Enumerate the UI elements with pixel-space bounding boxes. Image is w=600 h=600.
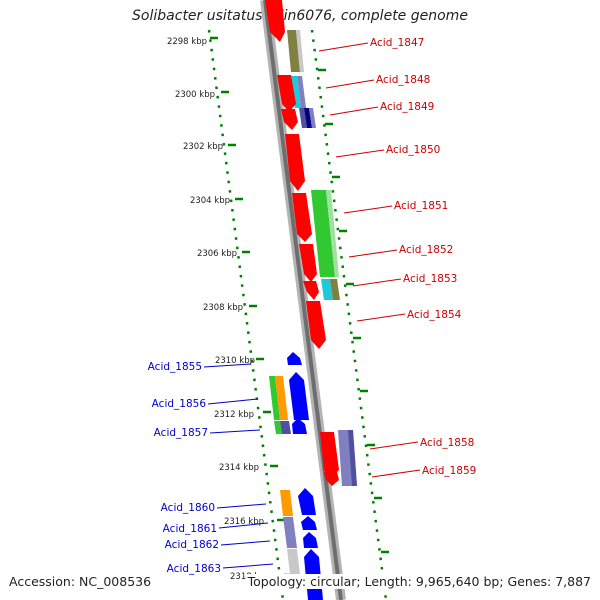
- gene-arrow-reverse[interactable]: [292, 418, 307, 434]
- gene-arrow-forward[interactable]: [306, 301, 326, 349]
- gene-label-forward[interactable]: Acid_1853: [403, 273, 457, 285]
- gene-arrow-forward[interactable]: [281, 109, 298, 130]
- cog-bars-forward: [287, 30, 357, 486]
- cog-bars-reverse: [269, 376, 300, 574]
- gene-arrow-forward[interactable]: [303, 281, 319, 300]
- gene-label-forward[interactable]: Acid_1859: [422, 465, 476, 477]
- gene-label-forward[interactable]: Acid_1848: [376, 74, 430, 86]
- genome-stats-label: Topology: circular; Length: 9,965,640 bp…: [245, 574, 591, 589]
- ruler-dots-right: [310, 29, 388, 600]
- gene-arrow-forward[interactable]: [285, 134, 305, 191]
- gene-arrow-forward[interactable]: [324, 472, 339, 486]
- reverse-gene-labels[interactable]: Acid_1855 Acid_1856 Acid_1857 Acid_1860 …: [148, 361, 221, 575]
- ruler-tick-label: 2298 kbp: [167, 37, 207, 47]
- gene-arrow-reverse[interactable]: [301, 516, 317, 530]
- ruler-tick-labels: 2298 kbp 2300 kbp 2302 kbp 2304 kbp 2306…: [167, 37, 264, 582]
- ruler-dots-left: [207, 29, 285, 600]
- gene-label-forward[interactable]: Acid_1847: [370, 37, 424, 49]
- ruler-tick-label: 2318 k: [230, 572, 259, 582]
- gene-arrow-forward[interactable]: [299, 244, 317, 282]
- forward-strand-genes[interactable]: [265, 0, 339, 486]
- gene-arrow-forward[interactable]: [320, 432, 339, 478]
- gene-label-reverse[interactable]: Acid_1855: [148, 361, 202, 373]
- gene-label-forward[interactable]: Acid_1854: [407, 309, 462, 321]
- gene-arrow-reverse[interactable]: [287, 352, 302, 365]
- ruler-tick-label: 2312 kbp: [214, 410, 254, 420]
- ruler-tick-label: 2310 kbp: [215, 356, 255, 366]
- ruler-tick-label: 2308 kbp: [203, 303, 243, 313]
- gene-label-reverse[interactable]: Acid_1863: [167, 563, 221, 575]
- gene-label-forward[interactable]: Acid_1858: [420, 437, 474, 449]
- gene-label-reverse[interactable]: Acid_1862: [165, 539, 219, 551]
- gene-arrow-reverse[interactable]: [289, 372, 309, 420]
- gene-label-reverse[interactable]: Acid_1856: [152, 398, 207, 410]
- ruler-tick-label: 2316 kbp: [224, 517, 264, 527]
- gene-label-reverse[interactable]: Acid_1857: [154, 427, 208, 439]
- gene-label-reverse[interactable]: Acid_1860: [161, 502, 215, 514]
- ruler-tick-label: 2300 kbp: [175, 90, 215, 100]
- gene-arrow-forward[interactable]: [265, 0, 285, 42]
- gene-label-forward[interactable]: Acid_1850: [386, 144, 440, 156]
- gene-arrow-reverse[interactable]: [298, 488, 316, 515]
- map-title: Solibacter usitatus Ellin6076, complete …: [132, 8, 468, 24]
- accession-label: Accession: NC_008536: [9, 574, 155, 589]
- gene-arrow-forward[interactable]: [292, 193, 312, 242]
- genome-backbone: [260, 0, 346, 600]
- ruler-tick-label: 2304 kbp: [190, 196, 230, 206]
- gene-arrow-reverse[interactable]: [303, 532, 318, 548]
- gene-label-reverse[interactable]: Acid_1861: [163, 523, 217, 535]
- gene-arrow-forward[interactable]: [277, 75, 296, 112]
- gene-label-forward[interactable]: Acid_1852: [399, 244, 453, 256]
- forward-label-leaders: [318, 42, 421, 478]
- gene-label-forward[interactable]: Acid_1851: [394, 200, 448, 212]
- ruler-tick-label: 2306 kbp: [197, 249, 237, 259]
- forward-gene-labels[interactable]: Acid_1847 Acid_1848 Acid_1849 Acid_1850 …: [370, 37, 476, 477]
- reverse-label-leaders: [203, 363, 274, 569]
- ruler-tick-label: 2302 kbp: [183, 142, 223, 152]
- ruler-tick-label: 2314 kbp: [219, 463, 259, 473]
- gene-label-forward[interactable]: Acid_1849: [380, 101, 434, 113]
